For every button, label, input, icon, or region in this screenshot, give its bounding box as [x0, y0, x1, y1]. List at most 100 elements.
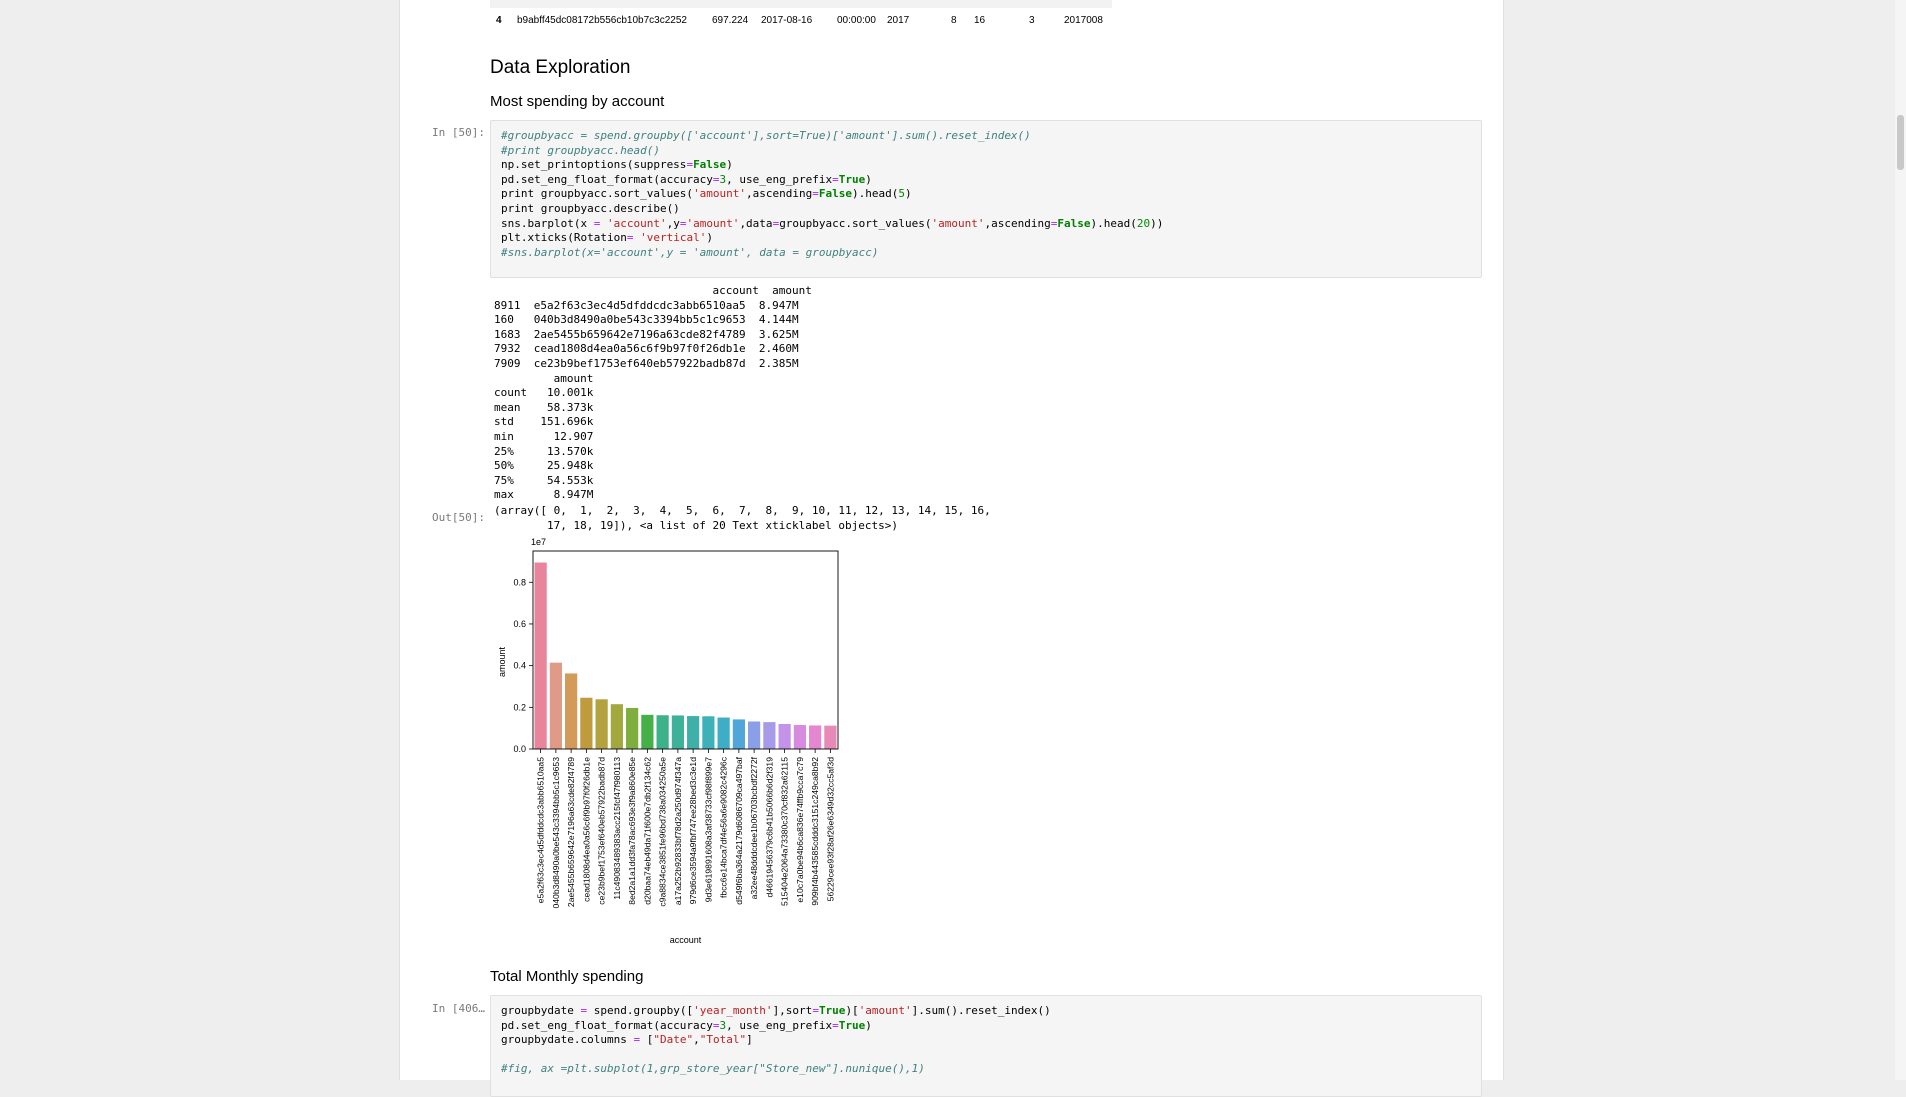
code-token: 5: [898, 187, 906, 201]
heading-most-spending: Most spending by account: [490, 93, 665, 110]
code-token: ]: [746, 1033, 753, 1047]
code-token: [: [640, 1033, 654, 1047]
cell1-code-line: pd.set_eng_float_format(accuracy=3, use_…: [501, 173, 872, 187]
cell1-code-line: print groupbyacc.describe(): [501, 202, 680, 216]
code-token: pd.set_eng_float_format(accuracy: [501, 1018, 713, 1032]
bar: [565, 673, 578, 749]
x-tick-label: 979d6ce3594a9fbf747ee28bed3c3e1d: [688, 757, 698, 904]
x-tick-label: 909bf4b443585cdddc3151c249ca8b92: [810, 757, 820, 906]
code-token: ): [865, 1018, 872, 1032]
cell1-in-prompt: In [50]:: [432, 126, 485, 139]
code-token: ,: [693, 1033, 700, 1047]
bar: [778, 723, 791, 749]
bar: [610, 704, 623, 749]
bar: [763, 722, 776, 749]
table-row: 4 b9abff45dc08172b556cb10b7c3c2252 697.2…: [496, 15, 1116, 29]
code-token: =: [580, 1004, 588, 1017]
out-line: 17, 18, 19]), <a list of 20 Text xtickla…: [494, 518, 898, 532]
code-token: , use_eng_prefix: [726, 1018, 833, 1032]
code-token: 3: [719, 1018, 727, 1032]
code-token: np.set_printoptions(suppress: [501, 158, 687, 172]
code-token: "Total": [699, 1033, 747, 1047]
code-token: =: [679, 216, 687, 230]
code-token: ): [726, 158, 733, 172]
bar: [687, 716, 700, 749]
x-tick-label: 56229cee93f28af26e6349d32cc5af3d: [825, 757, 835, 902]
x-tick-label: d20baa74eb49da71f600e7db2f134c62: [642, 757, 652, 905]
code-token: 'amount': [693, 187, 747, 201]
table-cell-time: 00:00:00: [837, 15, 876, 26]
code-token: =: [633, 1033, 641, 1047]
x-tick-label: fbcc6e14bca7df4e56a6e9082c4296c: [719, 756, 729, 898]
x-tick-label: a17a252b92833bf78d2a250d974f347a: [673, 757, 683, 905]
code-token: ): [706, 231, 713, 245]
code-token: , use_eng_prefix: [726, 172, 833, 186]
code-token: =: [812, 187, 819, 201]
stdout-line: 8911 e5a2f63c3ec4d5dfddcdc3abb6510aa5 8.…: [494, 298, 799, 312]
stdout-line: 75% 54.553k: [494, 473, 594, 487]
code-token: =: [712, 1018, 720, 1032]
cell2-code-editor[interactable]: groupbydate = spend.groupby(['year_month…: [490, 995, 1482, 1097]
bar: [595, 699, 608, 749]
code-token: False: [1057, 216, 1091, 230]
code-token: [600, 217, 607, 230]
code-token: pd.set_eng_float_format(accuracy: [501, 172, 713, 186]
code-token: ,data: [739, 216, 773, 230]
x-tick-label: 2ae5455b659642e7196a63cde82f4789: [566, 757, 576, 907]
code-token: =: [686, 158, 694, 172]
code-token: "Date": [653, 1033, 694, 1047]
table-cell-month: 8: [951, 15, 957, 26]
code-token: groupbydate.columns: [501, 1033, 634, 1047]
table-row-index: 4: [496, 15, 502, 26]
bar: [534, 562, 547, 749]
cell2-code-line: groupbydate = spend.groupby(['year_month…: [501, 1004, 1051, 1018]
heading-data-exploration: Data Exploration: [490, 57, 631, 78]
code-token: 'amount': [686, 216, 740, 230]
stdout-line: count 10.001k: [494, 386, 594, 400]
table-cell-year-month: 2017008: [1064, 15, 1103, 26]
cell1-code-line: #groupbyacc = spend.groupby(['account'],…: [501, 129, 1031, 143]
cell2-code-line: #fig, ax =plt.subplot(1,grp_store_year["…: [501, 1062, 925, 1076]
stdout-line: 160 040b3d8490a0be543c3394bb5c1c9653 4.1…: [494, 313, 799, 327]
table-cell-date: 2017-08-16: [761, 15, 813, 26]
table-cell-amount: 697.224: [712, 15, 749, 26]
x-tick-label: c9a8834ce3851fe96bd738a034250a5e: [658, 757, 668, 907]
x-tick-label: e5a2f63c3ec4d5dfddcdc3abb6510aa5: [536, 757, 546, 903]
code-token: #fig, ax =plt.subplot(1,grp_store_year["…: [501, 1062, 925, 1076]
code-token: 'account': [606, 216, 667, 230]
stdout-line: mean 58.373k: [494, 400, 594, 414]
cell1-code-editor[interactable]: #groupbyacc = spend.groupby(['account'],…: [490, 120, 1482, 278]
stdout-line: 25% 13.570k: [494, 444, 594, 458]
cell2-in-prompt: In [406…: [432, 1002, 485, 1015]
code-token: 'amount': [858, 1004, 912, 1017]
code-token: ).head(: [852, 187, 899, 201]
cell1-code-line: #sns.barplot(x='account',y = 'amount', d…: [501, 246, 879, 260]
table-cell-day: 16: [974, 15, 986, 26]
code-token: ): [865, 172, 872, 186]
chart-axes-frame: [532, 550, 839, 750]
table-cell-year: 2017: [887, 15, 910, 26]
stdout-line: amount: [494, 371, 594, 385]
y-tick-label: 0.8: [513, 577, 526, 587]
code-token: )): [1150, 216, 1164, 230]
table-cell-weekday: 3: [1029, 15, 1035, 26]
stdout-line: 50% 25.948k: [494, 459, 594, 473]
stdout-line: 1683 2ae5455b659642e7196a63cde82f4789 3.…: [494, 327, 799, 341]
x-tick-label: 9d3e619891608a3af38733cf98f899e7: [703, 757, 713, 903]
code-token: ].sum().reset_index(): [911, 1004, 1051, 1017]
y-tick-label: 0.2: [513, 702, 526, 712]
cell1-out-prompt: Out[50]:: [432, 511, 485, 524]
y-tick-label: 0.6: [513, 619, 526, 629]
code-token: ,ascending: [746, 187, 813, 201]
code-token: 3: [719, 172, 727, 186]
cell2-code-line: pd.set_eng_float_format(accuracy=3, use_…: [501, 1019, 872, 1033]
code-token: =: [1050, 216, 1058, 230]
scrollbar-thumb[interactable]: [1897, 115, 1904, 170]
code-token: =: [812, 1004, 819, 1017]
dataframe-table-edge: [490, 0, 1112, 8]
vertical-scrollbar[interactable]: [1895, 0, 1906, 1080]
y-axis-label: amount: [497, 646, 507, 677]
x-tick-label: 040b3d8490a0be543c3394bb5c1c9653: [551, 757, 561, 909]
code-token: True: [838, 1018, 866, 1032]
x-tick-label: 11c49083489383acc215fcf47f980113: [612, 757, 622, 900]
